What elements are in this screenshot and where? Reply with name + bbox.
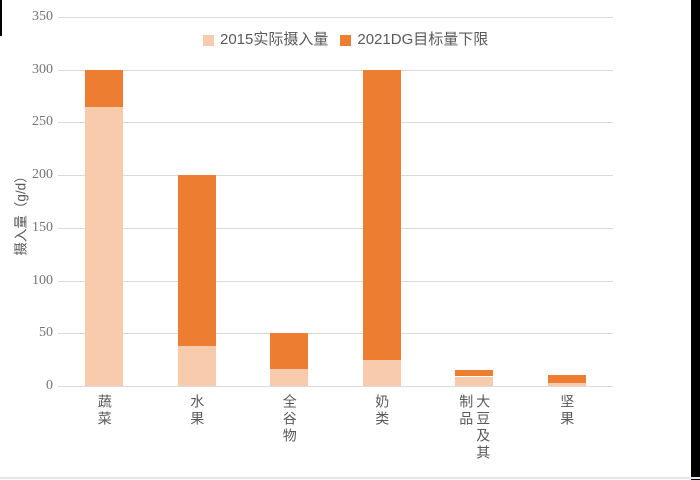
y-tick-label-0: 0 bbox=[46, 378, 53, 393]
x-category-label-全谷物: 全谷物 bbox=[281, 394, 298, 445]
legend-item-2015-actual: 2015实际摄入量 bbox=[203, 31, 328, 49]
bar-水果-2015-actual bbox=[177, 345, 216, 386]
bar-蔬菜-2021dg-gap bbox=[85, 69, 124, 107]
gridline-350 bbox=[58, 17, 613, 18]
gridline-250 bbox=[58, 122, 613, 124]
bar-奶类-2021dg-gap bbox=[362, 69, 401, 360]
bar-全谷物-2021dg-gap bbox=[270, 333, 309, 370]
bar-坚果-2015-actual bbox=[547, 382, 586, 386]
bottom-border-line bbox=[0, 477, 700, 479]
legend-item-2021dg-target: 2021DG目标量下限 bbox=[340, 31, 488, 49]
gridline-300 bbox=[58, 69, 613, 71]
gridline-200 bbox=[58, 175, 613, 177]
bar-全谷物-2015-actual bbox=[270, 369, 309, 386]
y-tick-label-100: 100 bbox=[32, 272, 53, 288]
bar-坚果-2021dg-gap bbox=[547, 375, 586, 383]
y-tick-label-50: 50 bbox=[39, 325, 53, 341]
y-tick-label-150: 150 bbox=[32, 219, 53, 235]
bar-大豆及其制品-2021dg-gap bbox=[455, 370, 494, 377]
bar-大豆及其制品-2015-actual bbox=[455, 376, 494, 386]
y-tick-label-350: 350 bbox=[32, 9, 53, 24]
left-edge-mark bbox=[0, 0, 2, 36]
y-tick-label-250: 250 bbox=[32, 114, 53, 130]
gridline-100 bbox=[58, 280, 613, 282]
legend-label-2015-actual: 2015实际摄入量 bbox=[220, 31, 329, 48]
x-category-label-水果: 水果 bbox=[189, 394, 206, 428]
x-category-label-蔬菜: 蔬菜 bbox=[96, 394, 113, 428]
legend-swatch-2021dg-target-icon bbox=[340, 34, 352, 46]
bar-奶类-2015-actual bbox=[362, 359, 401, 386]
legend-label-2021dg-target: 2021DG目标量下限 bbox=[357, 31, 489, 48]
gridline-150 bbox=[58, 227, 613, 229]
right-border-line bbox=[691, 0, 700, 480]
x-category-label-坚果: 坚果 bbox=[559, 394, 576, 428]
y-axis-title: 摄入量（g/d） bbox=[13, 169, 29, 256]
x-category-label-大豆及其制品: 大豆及其制品 bbox=[458, 394, 492, 462]
legend: 2015实际摄入量 2021DG目标量下限 bbox=[203, 31, 488, 49]
gridline-0 bbox=[58, 386, 613, 387]
bar-水果-2021dg-gap bbox=[177, 175, 216, 346]
gridline-50 bbox=[58, 333, 613, 335]
x-category-label-奶类: 奶类 bbox=[374, 394, 391, 428]
y-tick-label-200: 200 bbox=[32, 167, 53, 183]
bar-蔬菜-2015-actual bbox=[85, 106, 124, 386]
y-tick-label-300: 300 bbox=[32, 61, 53, 77]
legend-swatch-2015-actual-icon bbox=[203, 34, 214, 46]
